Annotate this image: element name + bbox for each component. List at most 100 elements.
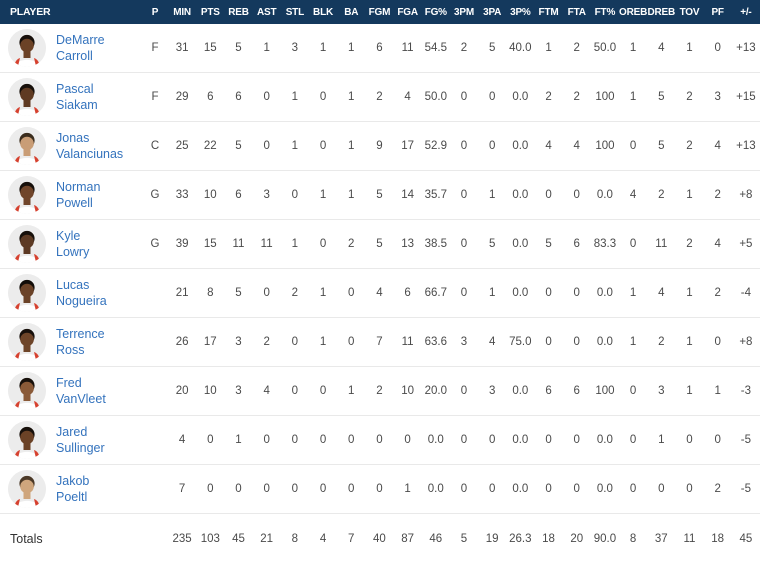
stat-cell-fta: 4 xyxy=(563,122,591,171)
stat-cell-pts: 15 xyxy=(196,220,224,269)
totals-stat-3pa: 19 xyxy=(478,514,506,564)
player-avatar[interactable] xyxy=(8,470,46,508)
stat-cell-dreb: 2 xyxy=(647,171,675,220)
stat-cell-3ppct: 75.0 xyxy=(506,318,534,367)
stat-cell-fgm: 0 xyxy=(365,465,393,514)
stat-cell-ftpct: 0.0 xyxy=(591,269,619,318)
totals-stat-fta: 20 xyxy=(563,514,591,564)
player-avatar[interactable] xyxy=(8,372,46,410)
stat-cell-dreb: 5 xyxy=(647,73,675,122)
stat-cell-reb: 0 xyxy=(224,465,252,514)
stat-cell-pts: 17 xyxy=(196,318,224,367)
stat-cell-pf: 4 xyxy=(704,220,732,269)
stat-cell-ba: 1 xyxy=(337,122,365,171)
stat-cell-stl: 1 xyxy=(281,122,309,171)
totals-stat-stl: 8 xyxy=(281,514,309,564)
stat-cell-fta: 2 xyxy=(563,24,591,73)
stat-cell-dreb: 2 xyxy=(647,318,675,367)
player-avatar[interactable] xyxy=(8,274,46,312)
stat-cell-ba: 1 xyxy=(337,24,365,73)
player-first-name: Jakob xyxy=(56,473,89,489)
stat-cell-3pm: 0 xyxy=(450,416,478,465)
stat-cell-fgm: 7 xyxy=(365,318,393,367)
stat-cell-3ppct: 0.0 xyxy=(506,269,534,318)
position-cell: G xyxy=(142,220,168,269)
player-avatar[interactable] xyxy=(8,421,46,459)
stat-cell-reb: 5 xyxy=(224,24,252,73)
stat-cell-tov: 1 xyxy=(675,24,703,73)
player-avatar[interactable] xyxy=(8,323,46,361)
totals-stat-fga: 87 xyxy=(394,514,422,564)
stat-cell-plus-minus: +5 xyxy=(732,220,760,269)
position-cell: G xyxy=(142,171,168,220)
stat-cell-fgm: 4 xyxy=(365,269,393,318)
stat-cell-ba: 1 xyxy=(337,73,365,122)
stat-cell-ftpct: 100 xyxy=(591,122,619,171)
column-header-p: P xyxy=(142,0,168,24)
stat-cell-blk: 0 xyxy=(309,122,337,171)
stat-cell-blk: 0 xyxy=(309,465,337,514)
stat-cell-stl: 1 xyxy=(281,73,309,122)
stat-cell-3pm: 0 xyxy=(450,367,478,416)
stat-cell-pts: 15 xyxy=(196,24,224,73)
player-first-name: Terrence xyxy=(56,326,105,342)
player-avatar[interactable] xyxy=(8,78,46,116)
position-cell: C xyxy=(142,122,168,171)
column-header-blk: BLK xyxy=(309,0,337,24)
stat-cell-reb: 3 xyxy=(224,367,252,416)
totals-label: Totals xyxy=(0,514,142,564)
stat-cell-3ppct: 0.0 xyxy=(506,73,534,122)
totals-stat-3pm: 5 xyxy=(450,514,478,564)
stat-cell-dreb: 5 xyxy=(647,122,675,171)
stat-cell-oreb: 1 xyxy=(619,24,647,73)
stat-cell-tov: 0 xyxy=(675,465,703,514)
position-cell: F xyxy=(142,73,168,122)
stat-cell-plus-minus: +13 xyxy=(732,122,760,171)
stat-cell-pts: 10 xyxy=(196,171,224,220)
stat-cell-ftpct: 0.0 xyxy=(591,416,619,465)
player-avatar[interactable] xyxy=(8,176,46,214)
player-avatar[interactable] xyxy=(8,127,46,165)
player-avatar[interactable] xyxy=(8,29,46,67)
stat-cell-3ppct: 0.0 xyxy=(506,220,534,269)
stat-cell-ftm: 1 xyxy=(534,24,562,73)
stat-cell-blk: 1 xyxy=(309,171,337,220)
stat-cell-fga: 11 xyxy=(394,24,422,73)
stat-cell-ftpct: 50.0 xyxy=(591,24,619,73)
stat-cell-3ppct: 0.0 xyxy=(506,465,534,514)
stat-cell-pf: 2 xyxy=(704,171,732,220)
stat-cell-reb: 6 xyxy=(224,171,252,220)
stat-cell-min: 20 xyxy=(168,367,196,416)
stat-cell-3pa: 0 xyxy=(478,465,506,514)
stat-cell-tov: 1 xyxy=(675,269,703,318)
stat-cell-3pm: 0 xyxy=(450,269,478,318)
totals-stat-blk: 4 xyxy=(309,514,337,564)
stat-cell-fga: 11 xyxy=(394,318,422,367)
totals-stat-ftm: 18 xyxy=(534,514,562,564)
totals-stat-min: 235 xyxy=(168,514,196,564)
stat-cell-ast: 0 xyxy=(253,465,281,514)
player-last-name: Nogueira xyxy=(56,293,107,309)
player-avatar[interactable] xyxy=(8,225,46,263)
stat-cell-pf: 2 xyxy=(704,465,732,514)
stat-cell-fga: 1 xyxy=(394,465,422,514)
stat-cell-blk: 0 xyxy=(309,220,337,269)
stat-cell-pts: 0 xyxy=(196,416,224,465)
